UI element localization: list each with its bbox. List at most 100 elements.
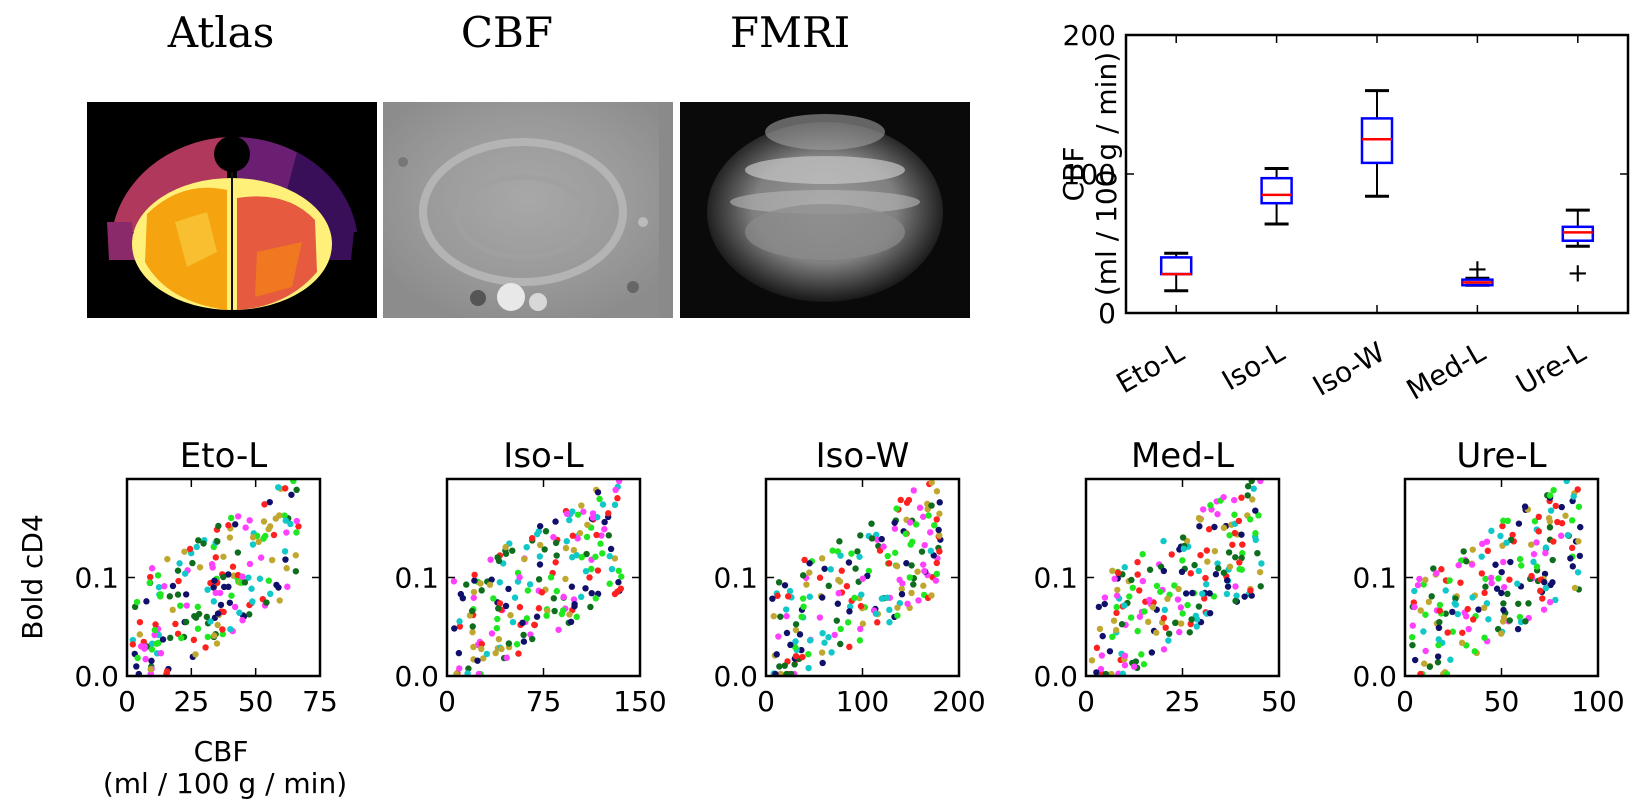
scatter-point bbox=[1564, 532, 1572, 539]
scatter-point bbox=[1481, 589, 1488, 597]
scatter-point bbox=[1531, 518, 1539, 525]
scatter-point bbox=[194, 625, 202, 632]
scatter-point bbox=[773, 651, 780, 658]
scatter-point bbox=[195, 537, 202, 544]
scatter-point bbox=[891, 519, 898, 526]
scatter-point bbox=[930, 552, 937, 559]
scatter-point bbox=[492, 649, 499, 657]
scatter-point bbox=[829, 547, 836, 554]
scatter-point bbox=[936, 510, 943, 517]
scatter-point bbox=[1422, 647, 1429, 655]
scatter-point bbox=[1576, 552, 1584, 560]
outlier-marker: + bbox=[1467, 255, 1489, 285]
scatter-point bbox=[617, 585, 624, 592]
scatter-point bbox=[1569, 517, 1576, 524]
scatter-point bbox=[1435, 624, 1443, 632]
scatter-point bbox=[509, 547, 516, 554]
scatter-point bbox=[827, 566, 834, 573]
scatter-point bbox=[1223, 590, 1231, 598]
scatter-point bbox=[533, 613, 541, 620]
scatter-point bbox=[1226, 532, 1233, 539]
scatter-xtick-label: 75 bbox=[302, 685, 338, 718]
scatter-point bbox=[528, 535, 536, 542]
scatter-point bbox=[1494, 625, 1502, 633]
scatter-point bbox=[836, 578, 844, 585]
scatter-point bbox=[1195, 567, 1203, 575]
scatter-point bbox=[249, 534, 257, 541]
scatter-point bbox=[1096, 625, 1104, 633]
scatter-point bbox=[543, 612, 550, 619]
scatter-point bbox=[133, 598, 141, 606]
scatter-point bbox=[469, 628, 476, 636]
scatter-point bbox=[1416, 575, 1423, 583]
scatter-point bbox=[878, 595, 886, 602]
scatter-point bbox=[569, 554, 576, 561]
scatter-point bbox=[1114, 586, 1121, 594]
scatter-point bbox=[516, 603, 524, 611]
scatter-point bbox=[1197, 516, 1204, 523]
scatter-point bbox=[169, 606, 176, 614]
scatter-point bbox=[920, 561, 927, 568]
scatter-point bbox=[486, 581, 494, 588]
scatter-point bbox=[260, 535, 267, 542]
scatter-point bbox=[470, 588, 478, 596]
scatter-point bbox=[908, 562, 915, 569]
scatter-point bbox=[1149, 604, 1157, 611]
scatter-point bbox=[599, 550, 606, 557]
scatter-point bbox=[193, 543, 200, 551]
scatter-point bbox=[505, 585, 512, 593]
scatter-point bbox=[265, 577, 273, 584]
scatter-point bbox=[592, 595, 599, 602]
scatter-frame bbox=[1403, 477, 1600, 678]
scatter-point bbox=[257, 554, 265, 561]
scatter-point bbox=[915, 597, 922, 604]
scatter-point bbox=[1178, 568, 1186, 576]
scatter-point bbox=[456, 623, 464, 630]
scatter-point bbox=[266, 498, 273, 506]
scatter-point bbox=[553, 552, 560, 559]
scatter-point bbox=[918, 548, 926, 555]
scatter-point bbox=[1557, 532, 1565, 539]
scatter-point bbox=[1153, 629, 1160, 636]
scatter-point bbox=[1223, 577, 1231, 584]
scatter-point bbox=[936, 499, 943, 506]
scatter-point bbox=[515, 650, 522, 657]
scatter-point bbox=[516, 574, 523, 581]
scatter-point bbox=[885, 560, 893, 567]
scatter-point bbox=[1568, 544, 1576, 552]
scatter-point bbox=[276, 512, 283, 519]
scatter-point bbox=[1550, 538, 1557, 545]
scatter-point bbox=[293, 486, 300, 494]
scatter-point bbox=[270, 531, 278, 539]
scatter-point bbox=[1250, 485, 1257, 492]
scatter-point bbox=[1196, 523, 1203, 530]
scatter-point bbox=[255, 538, 262, 546]
scatter-point bbox=[856, 637, 864, 644]
scatter-point bbox=[536, 553, 544, 560]
scatter-point bbox=[1435, 636, 1442, 643]
scatter-point bbox=[931, 522, 938, 529]
scatter-point bbox=[806, 560, 813, 567]
scatter-point bbox=[215, 522, 222, 530]
boxplot-ytick-label: 200 bbox=[1063, 19, 1116, 52]
scatter-point bbox=[507, 611, 514, 619]
scatter-point bbox=[471, 577, 478, 584]
scatter-point bbox=[1255, 512, 1262, 519]
scatter-point bbox=[588, 565, 595, 573]
scatter-point bbox=[932, 577, 940, 584]
scatter-point bbox=[1088, 657, 1096, 664]
scatter-point bbox=[502, 543, 509, 551]
scatter-point bbox=[260, 518, 268, 525]
scatter-point bbox=[1206, 590, 1213, 597]
scatter-point bbox=[1230, 496, 1238, 504]
scatter-point bbox=[232, 521, 239, 528]
scatter-point bbox=[569, 508, 576, 515]
scatter-point bbox=[1577, 523, 1584, 531]
scatter-point bbox=[151, 626, 158, 634]
scatter-point bbox=[1500, 614, 1508, 621]
scatter-point bbox=[1186, 629, 1193, 636]
scatter-point bbox=[1252, 507, 1259, 514]
scatter-point bbox=[1449, 628, 1457, 635]
scatter-point bbox=[1546, 524, 1554, 531]
scatter-point bbox=[799, 653, 806, 661]
